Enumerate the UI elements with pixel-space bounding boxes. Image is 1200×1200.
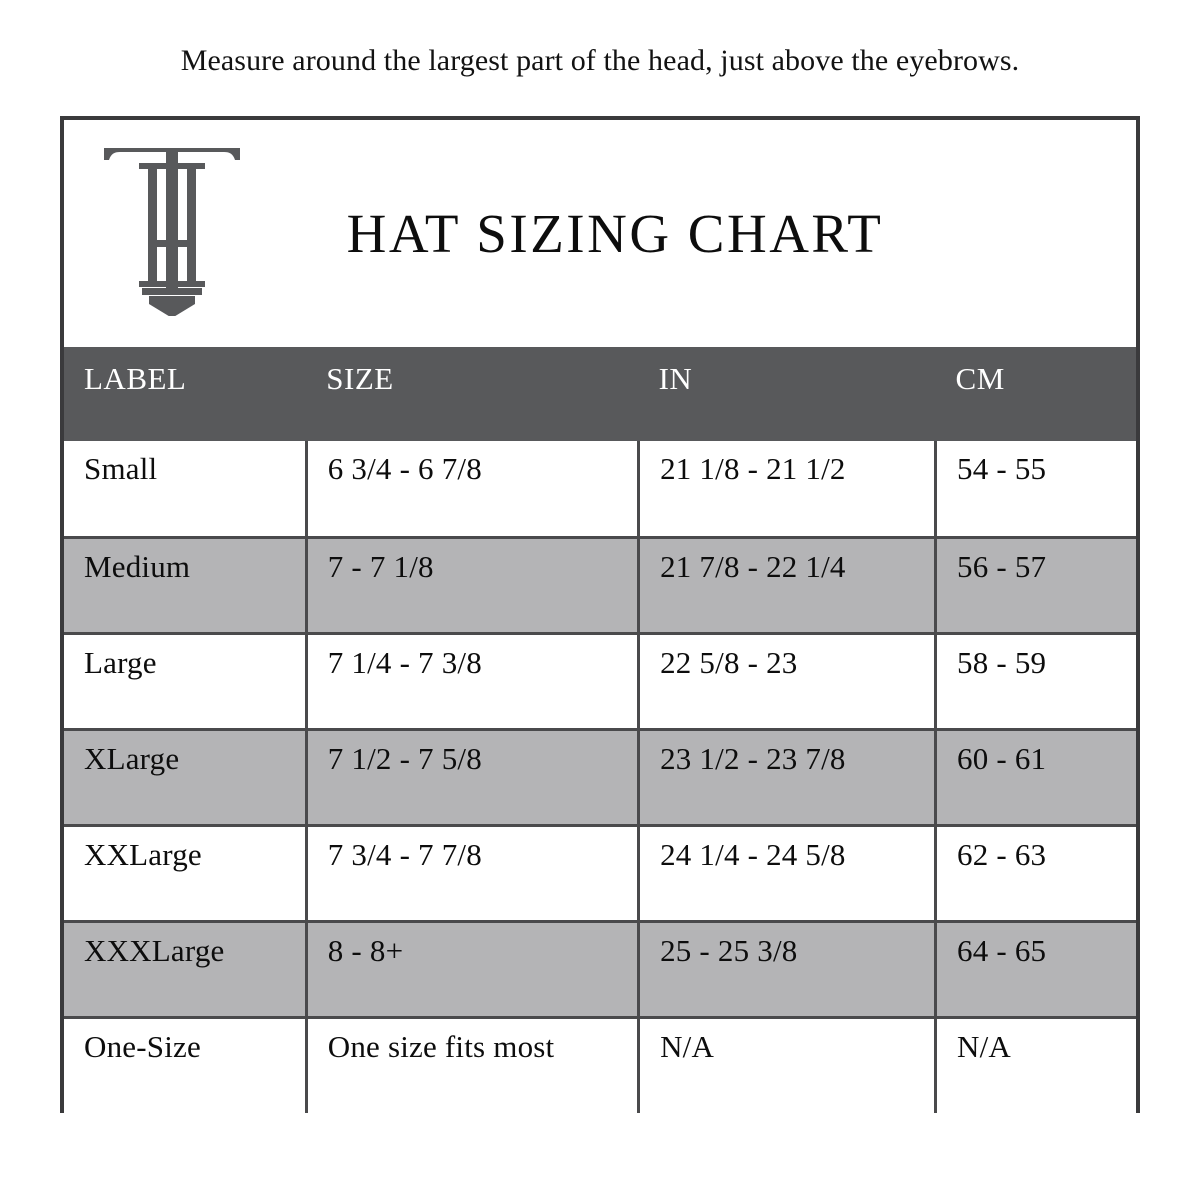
cell-size: 7 1/2 - 7 5/8 bbox=[306, 729, 641, 827]
cell-cm: 62 - 63 bbox=[935, 825, 1136, 923]
cell-size: 6 3/4 - 6 7/8 bbox=[306, 441, 641, 539]
column-header-cm: CM bbox=[935, 347, 1136, 441]
size-table: LABEL SIZE IN CM Small 6 3/4 - 6 7/8 21 … bbox=[64, 347, 1136, 1113]
th-monogram-logo bbox=[92, 136, 252, 318]
cell-cm: 56 - 57 bbox=[935, 537, 1136, 635]
table-row: XXLarge 7 3/4 - 7 7/8 24 1/4 - 24 5/8 62… bbox=[64, 825, 1136, 923]
cell-cm: 64 - 65 bbox=[935, 921, 1136, 1019]
table-body: Small 6 3/4 - 6 7/8 21 1/8 - 21 1/2 54 -… bbox=[64, 441, 1136, 1113]
cell-in: 21 1/8 - 21 1/2 bbox=[638, 441, 938, 539]
table-row: XXXLarge 8 - 8+ 25 - 25 3/8 64 - 65 bbox=[64, 921, 1136, 1019]
cell-cm: 60 - 61 bbox=[935, 729, 1136, 827]
cell-label: XXLarge bbox=[64, 825, 308, 923]
table-row: One-Size One size fits most N/A N/A bbox=[64, 1017, 1136, 1113]
cell-label: Large bbox=[64, 633, 308, 731]
table-header: LABEL SIZE IN CM bbox=[64, 347, 1136, 441]
cell-cm: N/A bbox=[935, 1017, 1136, 1113]
cell-size: 7 1/4 - 7 3/8 bbox=[306, 633, 641, 731]
chart-frame: HAT SIZING CHART LABEL SIZE IN CM Small bbox=[60, 116, 1140, 1113]
cell-label: XXXLarge bbox=[64, 921, 308, 1019]
table-header-row: LABEL SIZE IN CM bbox=[64, 347, 1136, 441]
column-header-size: SIZE bbox=[306, 347, 639, 441]
cell-cm: 58 - 59 bbox=[935, 633, 1136, 731]
table-row: XLarge 7 1/2 - 7 5/8 23 1/2 - 23 7/8 60 … bbox=[64, 729, 1136, 827]
cell-label: One-Size bbox=[64, 1017, 308, 1113]
cell-size: One size fits most bbox=[306, 1017, 641, 1113]
cell-in: 24 1/4 - 24 5/8 bbox=[638, 825, 938, 923]
table-row: Medium 7 - 7 1/8 21 7/8 - 22 1/4 56 - 57 bbox=[64, 537, 1136, 635]
page-title: HAT SIZING CHART bbox=[346, 203, 884, 264]
cell-label: Small bbox=[64, 441, 308, 539]
cell-in: 21 7/8 - 22 1/4 bbox=[638, 537, 938, 635]
cell-label: Medium bbox=[64, 537, 308, 635]
table-row: Small 6 3/4 - 6 7/8 21 1/8 - 21 1/2 54 -… bbox=[64, 441, 1136, 539]
cell-size: 7 - 7 1/8 bbox=[306, 537, 641, 635]
cell-in: 22 5/8 - 23 bbox=[638, 633, 938, 731]
measurement-instruction-caption: Measure around the largest part of the h… bbox=[180, 44, 1020, 77]
column-header-label: LABEL bbox=[64, 347, 307, 441]
chart-header-area: HAT SIZING CHART bbox=[64, 120, 1136, 347]
cell-size: 8 - 8+ bbox=[306, 921, 641, 1019]
cell-in: 25 - 25 3/8 bbox=[638, 921, 938, 1019]
cell-size: 7 3/4 - 7 7/8 bbox=[306, 825, 641, 923]
cell-label: XLarge bbox=[64, 729, 308, 827]
cell-in: N/A bbox=[638, 1017, 938, 1113]
column-header-in: IN bbox=[638, 347, 936, 441]
table-row: Large 7 1/4 - 7 3/8 22 5/8 - 23 58 - 59 bbox=[64, 633, 1136, 731]
cell-in: 23 1/2 - 23 7/8 bbox=[638, 729, 938, 827]
cell-cm: 54 - 55 bbox=[935, 441, 1136, 539]
